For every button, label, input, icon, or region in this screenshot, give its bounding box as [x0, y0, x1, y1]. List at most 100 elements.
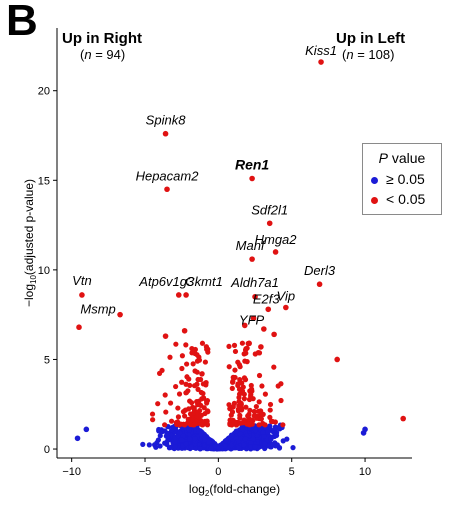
scatter-point-sig	[189, 350, 195, 356]
scatter-point-ns	[250, 436, 256, 442]
labeled-point	[283, 304, 289, 311]
scatter-point-sig	[262, 391, 268, 397]
scatter-point-ns	[235, 439, 241, 445]
scatter-point-sig	[275, 383, 281, 389]
scatter-point-sig	[229, 385, 235, 391]
scatter-point-sig	[198, 412, 205, 418]
scatter-point-sig	[247, 388, 253, 394]
scatter-point-ns	[197, 446, 203, 452]
scatter-point-sig	[253, 403, 259, 410]
x-tick-label: −5	[139, 466, 152, 478]
scatter-point-sig	[238, 405, 245, 412]
scatter-point-ns	[180, 433, 186, 439]
scatter-point-sig	[184, 374, 190, 380]
scatter-point-ns	[140, 441, 146, 447]
scatter-point-sig	[162, 333, 169, 339]
scatter-point-sig	[182, 407, 189, 413]
labeled-point	[79, 292, 85, 298]
scatter-point-sig	[230, 404, 236, 410]
scatter-point-sig	[228, 412, 234, 418]
scatter-point-sig	[250, 396, 256, 402]
scatter-point-sig	[241, 396, 247, 402]
scatter-point-ns	[362, 426, 368, 433]
scatter-point-ns	[216, 445, 222, 451]
gene-label: Derl3	[304, 263, 336, 278]
labeled-point	[117, 311, 123, 318]
scatter-point-sig	[271, 331, 277, 338]
gene-label: Msmp	[80, 302, 115, 317]
scatter-point-sig	[259, 383, 265, 389]
labeled-point	[250, 315, 257, 322]
scatter-point-ns	[248, 444, 254, 450]
scatter-point-ns	[262, 445, 268, 452]
gene-label: Kiss1	[305, 43, 337, 58]
scatter-point-sig	[194, 352, 200, 358]
scatter-point-ns	[239, 427, 246, 433]
scatter-point-sig	[278, 397, 284, 404]
scatter-point-sig	[262, 422, 268, 428]
scatter-point-sig	[174, 420, 180, 427]
scatter-point-sig	[181, 327, 188, 334]
scatter-point-sig	[162, 392, 168, 398]
scatter-point-ns	[162, 440, 168, 446]
x-tick-label: −10	[62, 466, 81, 478]
scatter-point-sig	[175, 414, 182, 420]
scatter-point-sig	[179, 379, 185, 385]
scatter-point-sig	[204, 400, 210, 406]
scatter-point-sig	[197, 408, 203, 414]
scatter-point-sig	[246, 340, 252, 347]
y-tick-label: 5	[44, 354, 50, 366]
scatter-point-sig	[190, 404, 196, 410]
legend-item-sig: < 0.05	[371, 191, 425, 207]
scatter-point-sig	[184, 361, 190, 367]
scatter-point-sig	[183, 342, 189, 348]
scatter-point-ns	[233, 428, 239, 434]
scatter-point-ns	[74, 435, 81, 442]
scatter-point-sig	[232, 348, 239, 355]
scatter-point-ns	[196, 428, 202, 434]
scatter-point-sig	[267, 407, 273, 413]
scatter-point-sig	[185, 388, 191, 394]
y-axis-label: −log10(adjusted p-value)	[22, 179, 38, 307]
scatter-point-sig	[76, 324, 82, 331]
scatter-point-sig	[162, 422, 168, 428]
labeled-point	[183, 292, 189, 298]
scatter-point-ns	[273, 432, 280, 438]
scatter-point-sig	[173, 341, 179, 347]
scatter-point-ns	[146, 442, 152, 448]
gene-label: Atp6v1g3	[138, 274, 195, 289]
scatter-point-sig	[182, 422, 188, 428]
scatter-point-sig	[192, 368, 198, 374]
panel-label: B	[6, 0, 38, 45]
scatter-point-ns	[262, 441, 268, 447]
labeled-point	[266, 220, 273, 227]
scatter-point-sig	[400, 415, 406, 422]
scatter-point-sig	[205, 346, 211, 352]
legend-title: P value	[378, 150, 426, 166]
scatter-point-ns	[267, 423, 273, 429]
scatter-point-sig	[196, 357, 203, 363]
scatter-point-sig	[241, 375, 248, 381]
scatter-point-sig	[238, 401, 244, 408]
scatter-point-ns	[265, 429, 271, 435]
y-tick-label: 0	[44, 444, 50, 456]
scatter-point-sig	[189, 345, 195, 352]
scatter-point-ns	[252, 427, 258, 433]
scatter-point-ns	[260, 429, 266, 435]
scatter-point-ns	[206, 439, 212, 445]
scatter-point-sig	[190, 361, 196, 367]
labeled-point	[265, 306, 272, 313]
scatter-point-sig	[237, 420, 243, 426]
scatter-point-ns	[238, 435, 244, 441]
p-value-legend: P value ≥ 0.05 < 0.05	[362, 143, 442, 215]
scatter-point-sig	[195, 386, 201, 392]
group-count-right: (n = 94)	[80, 47, 126, 62]
scatter-point-ns	[223, 438, 229, 444]
scatter-point-sig	[204, 422, 211, 428]
scatter-point-ns	[186, 427, 192, 433]
scatter-point-ns	[241, 442, 247, 448]
scatter-point-sig	[149, 411, 156, 417]
scatter-point-sig	[240, 384, 246, 390]
gene-label: YFP	[239, 312, 265, 327]
scatter-point-sig	[272, 419, 278, 425]
